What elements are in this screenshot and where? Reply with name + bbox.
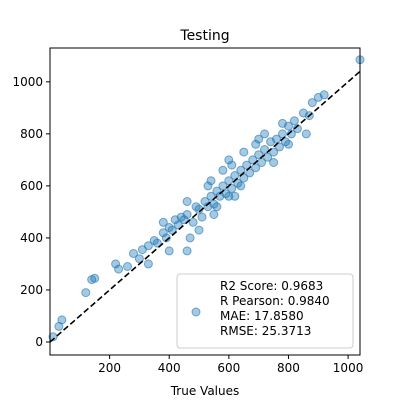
- scatter-point: [251, 139, 261, 149]
- scatter-point: [278, 129, 287, 139]
- scatter-point: [194, 225, 204, 235]
- y-axis: 0 200 400 600 800 1000: [12, 75, 50, 349]
- legend-entry-rmse: RMSE: 25.3713: [220, 324, 311, 338]
- legend: R2 Score: 0.9683 R Pearson: 0.9840 MAE: …: [176, 273, 354, 349]
- x-tick-label: 600: [217, 361, 240, 375]
- x-tick-label: 200: [98, 361, 121, 375]
- scatter-point: [272, 134, 281, 144]
- scatter-point: [236, 165, 246, 175]
- y-tick-label: 400: [20, 231, 43, 245]
- scatter-point: [269, 158, 279, 167]
- points-layer: [48, 55, 365, 342]
- y-tick-label: 600: [20, 179, 43, 193]
- scatter-point: [319, 90, 329, 100]
- scatter-point: [224, 176, 234, 186]
- scatter-point: [158, 217, 168, 227]
- scatter-point: [239, 173, 249, 183]
- x-tick-label: 800: [277, 361, 300, 375]
- scatter-point: [227, 184, 237, 193]
- scatter-point: [176, 212, 186, 222]
- scatter-point: [143, 259, 153, 269]
- scatter-point: [209, 210, 219, 219]
- scatter-point: [182, 197, 192, 206]
- x-axis: 200 400 600 800 1000: [98, 355, 363, 375]
- scatter-point: [260, 145, 270, 154]
- scatter-point: [224, 155, 234, 165]
- scatter-point: [230, 171, 240, 180]
- scatter-point: [212, 202, 222, 212]
- scatter-point: [129, 249, 138, 258]
- scatter-point: [203, 181, 213, 191]
- scatter-point: [81, 288, 91, 298]
- scatter-point: [173, 220, 183, 230]
- scatter-point: [114, 264, 124, 274]
- scatter-point: [57, 315, 67, 325]
- scatter-point: [278, 118, 287, 128]
- scatter-point: [123, 262, 132, 271]
- scatter-point: [164, 246, 174, 256]
- scatter-point: [212, 186, 222, 196]
- legend-entry-pearson: R Pearson: 0.9840: [220, 294, 330, 308]
- scatter-point: [239, 147, 249, 157]
- scatter-point: [227, 160, 237, 170]
- scatter-point: [289, 116, 299, 126]
- scatter-point: [260, 129, 270, 139]
- y-tick-label: 1000: [12, 75, 43, 89]
- scatter-point: [307, 98, 317, 108]
- scatter-point: [143, 241, 153, 251]
- scatter-point: [301, 129, 311, 139]
- scatter-point: [161, 233, 171, 243]
- scatter-point: [254, 150, 264, 160]
- scatter-point: [200, 197, 210, 206]
- scatter-point: [152, 238, 162, 248]
- scatter-point: [158, 228, 168, 238]
- scatter-point: [248, 155, 258, 165]
- scatter-point: [292, 124, 302, 134]
- x-tick-label: 1000: [333, 361, 364, 375]
- scatter-point: [167, 225, 177, 235]
- scatter-point: [111, 259, 121, 269]
- scatter-point: [90, 273, 100, 283]
- scatter-point: [48, 332, 58, 342]
- scatter-point: [218, 165, 228, 175]
- scatter-point: [134, 254, 144, 264]
- scatter-point: [236, 181, 246, 191]
- legend-marker: [191, 307, 201, 317]
- scatter-point: [185, 233, 195, 243]
- y-tick-label: 0: [35, 335, 43, 349]
- x-tick-label: 400: [158, 361, 181, 375]
- legend-entry-mae: MAE: 17.8580: [220, 309, 304, 323]
- legend-box: [176, 273, 354, 349]
- y-tick-label: 200: [20, 283, 43, 297]
- x-axis-label: True Values: [170, 384, 240, 398]
- scatter-point: [269, 147, 279, 157]
- scatter-point: [284, 139, 293, 149]
- scatter-point: [188, 217, 198, 227]
- scatter-point: [182, 246, 192, 256]
- reference-diagonal-line: [49, 70, 361, 343]
- scatter-point: [206, 191, 216, 201]
- scatter-point: [254, 134, 264, 144]
- scatter-point: [257, 158, 267, 167]
- scatter-point: [224, 191, 234, 201]
- scatter-point: [251, 163, 261, 173]
- scatter-point: [206, 176, 216, 186]
- chart-title: Testing: [179, 28, 229, 44]
- scatter-point: [242, 160, 252, 170]
- scatter-point: [218, 181, 228, 191]
- y-tick-label: 800: [20, 127, 43, 141]
- scatter-point: [263, 152, 273, 162]
- legend-entry-r2: R2 Score: 0.9683: [220, 279, 323, 293]
- scatter-point: [245, 168, 255, 178]
- scatter-point: [275, 142, 284, 152]
- scatter-point: [197, 212, 207, 222]
- plot-frame: [49, 47, 361, 356]
